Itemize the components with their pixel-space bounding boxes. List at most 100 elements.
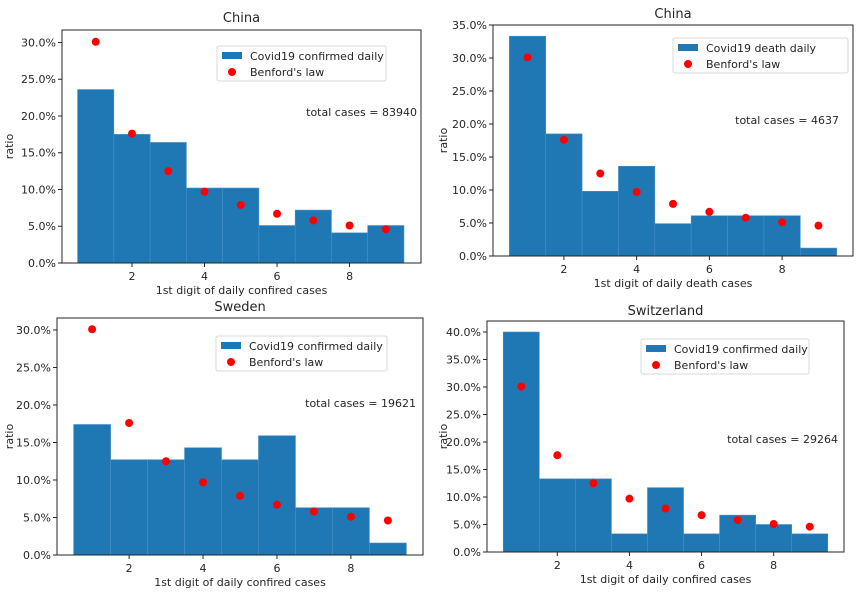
y-tick-label: 20.0% — [446, 436, 481, 449]
benford-point-1 — [523, 53, 532, 62]
bar-digit-6 — [690, 215, 728, 257]
benford-point-6 — [697, 511, 706, 520]
legend-box — [672, 37, 849, 74]
benford-point-2 — [127, 129, 136, 138]
benford-point-7 — [309, 216, 318, 225]
x-tick-label: 4 — [200, 562, 207, 575]
x-tick-label: 6 — [273, 562, 280, 575]
y-tick-label: 10.0% — [446, 491, 481, 504]
axes-frame — [486, 320, 845, 553]
legend-label-benford: Benford's law — [249, 356, 323, 369]
x-tick-label: 8 — [779, 263, 786, 276]
bar-digit-2 — [538, 478, 576, 553]
y-axis-label: ratio — [3, 424, 16, 450]
panel-china-death: 0.0% 5.0% 10.0% 15.0% 20.0% 25.0% 30.0% 35.0% 2 4… — [437, 7, 854, 290]
bar-digit-3 — [581, 191, 619, 257]
chart-title: China — [223, 11, 260, 26]
benford-point-5 — [236, 491, 244, 500]
legend-label-bars: Covid19 confirmed daily — [250, 50, 384, 63]
legend-box — [216, 45, 387, 82]
bar-digit-3 — [149, 142, 187, 264]
total-cases-annotation: total cases = 83940 — [306, 106, 417, 119]
bar-digit-8 — [331, 232, 368, 264]
legend: Covid19 death daily Benford's law — [672, 37, 849, 74]
y-tick-label: 15.0% — [16, 437, 51, 450]
y-tick-label: 25.0% — [446, 409, 481, 422]
benford-point-1 — [517, 382, 526, 391]
y-tick-label: 0.0% — [28, 257, 56, 270]
y-tick-label: 30.0% — [446, 381, 481, 394]
benford-point-3 — [589, 479, 598, 488]
panel-china-confirmed: 0.0% 5.0% 10.0% 15.0% 20.0% 25.0% 30.0% 2 4 6 8 Chi… — [3, 11, 422, 297]
legend-bar-swatch — [221, 342, 241, 349]
x-tick-label: 6 — [274, 270, 281, 283]
x-tick-label: 6 — [706, 263, 713, 276]
bar-digit-5 — [222, 187, 260, 264]
bar-digit-9 — [799, 247, 837, 257]
y-tick-label: 35.0% — [446, 354, 481, 367]
y-tick-label: 30.0% — [16, 324, 51, 337]
x-tick-label: 4 — [626, 559, 633, 572]
y-tick-label: 25.0% — [21, 73, 56, 86]
legend-box — [215, 335, 388, 372]
y-tick-label: 0.0% — [23, 549, 51, 562]
bar-digit-6 — [258, 435, 296, 556]
bar-digit-4 — [184, 447, 222, 556]
x-tick-label: 8 — [347, 562, 354, 575]
y-tick-label: 20.0% — [16, 399, 51, 412]
x-axis-label: 1st digit of daily confired cases — [154, 576, 326, 589]
bar-digit-5 — [654, 223, 692, 257]
bar-digit-4 — [611, 533, 648, 553]
x-tick-label: 8 — [346, 270, 353, 283]
legend-label-bars: Covid19 confirmed daily — [249, 340, 383, 353]
legend-label-benford: Benford's law — [674, 359, 748, 372]
legend-label-bars: Covid19 death daily — [706, 42, 817, 55]
y-tick-label: 15.0% — [21, 147, 56, 160]
benford-point-9 — [381, 225, 390, 234]
x-tick-label: 2 — [554, 559, 561, 572]
benford-point-2 — [125, 419, 134, 427]
y-tick-label: 20.0% — [452, 118, 487, 131]
bar-digit-7 — [295, 507, 333, 556]
axes-frame — [61, 29, 422, 264]
benford-point-5 — [669, 199, 677, 208]
bar-digit-2 — [110, 459, 148, 556]
x-axis-label: 1st digit of daily death cases — [594, 277, 753, 290]
legend-label-benford: Benford's law — [706, 58, 780, 71]
legend-dot-swatch — [652, 361, 660, 369]
bar-digit-1 — [77, 89, 115, 264]
x-tick-label: 2 — [126, 562, 133, 575]
bar-digit-4 — [618, 165, 656, 257]
benford-point-4 — [632, 187, 641, 196]
chart-title: Switzerland — [628, 304, 704, 319]
x-tick-label: 2 — [560, 263, 567, 276]
benford-point-7 — [309, 507, 318, 516]
y-tick-label: 20.0% — [21, 110, 56, 123]
y-tick-label: 10.0% — [16, 474, 51, 487]
y-tick-label: 10.0% — [21, 183, 56, 196]
benford-point-8 — [778, 218, 787, 227]
legend: Covid19 confirmed daily Benford's law — [640, 338, 810, 375]
legend-box — [640, 338, 810, 375]
legend-bar-swatch — [678, 44, 698, 51]
legend-label-benford: Benford's law — [250, 66, 324, 79]
benford-point-7 — [741, 213, 750, 222]
legend-bar-swatch — [222, 52, 242, 59]
benford-point-5 — [661, 504, 670, 513]
y-tick-label: 25.0% — [452, 85, 487, 98]
x-tick-label: 8 — [770, 559, 777, 572]
y-tick-label: 15.0% — [452, 151, 487, 164]
benford-point-7 — [733, 516, 742, 525]
legend-dot-swatch — [227, 358, 235, 366]
benford-point-3 — [596, 169, 605, 178]
y-tick-label: 10.0% — [452, 184, 487, 197]
y-tick-label: 5.0% — [459, 217, 487, 230]
x-axis-label: 1st digit of daily confired cases — [580, 573, 752, 586]
benford-point-1 — [88, 325, 97, 334]
axes-frame — [56, 317, 424, 556]
benford-point-6 — [272, 500, 281, 509]
bar-digit-5 — [221, 459, 259, 556]
benford-point-4 — [200, 187, 209, 196]
benford-point-8 — [769, 519, 778, 528]
